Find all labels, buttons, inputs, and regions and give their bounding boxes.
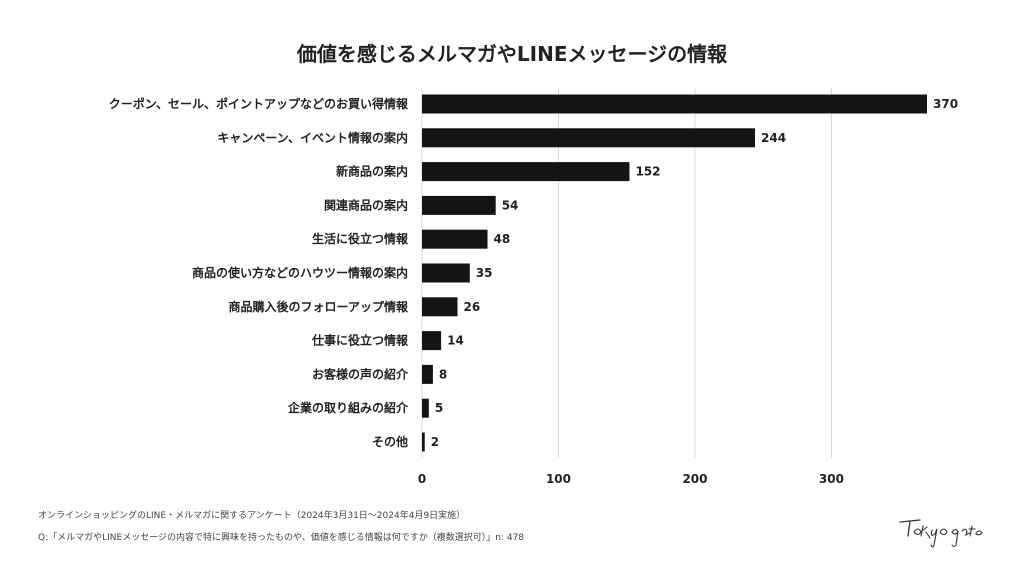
category-label: 生活に役立つ情報	[312, 231, 409, 246]
category-label: クーポン、セール、ポイントアップなどのお買い得情報	[109, 96, 409, 111]
data-label: 8	[439, 367, 447, 381]
category-label: 商品購入後のフォローアップ情報	[228, 299, 409, 314]
category-label: お客様の声の紹介	[312, 366, 409, 381]
data-label: 35	[476, 266, 493, 280]
chart-title: 価値を感じるメルマガやLINEメッセージの情報	[296, 42, 728, 66]
bar-layer	[422, 94, 927, 452]
data-label: 152	[635, 165, 660, 179]
data-label: 54	[502, 198, 519, 212]
data-label: 244	[761, 131, 786, 145]
bar	[422, 128, 756, 148]
bar-chart: 0 100 200 300370クーポン、セール、ポイントアップなどのお買い得情報24…	[109, 88, 958, 486]
bar	[422, 398, 429, 418]
category-label: 商品の使い方などのハウツー情報の案内	[192, 265, 408, 280]
data-label: 14	[447, 334, 464, 348]
bar	[422, 364, 433, 384]
data-label: 48	[494, 232, 511, 246]
data-label: 370	[933, 97, 958, 111]
x-tick-label: 300	[819, 472, 844, 486]
category-label: キャンペーン、イベント情報の案内	[217, 130, 408, 145]
category-label: 企業の取り組みの紹介	[287, 400, 409, 415]
data-label: 5	[435, 401, 443, 415]
bar	[422, 229, 488, 249]
category-label: 関連商品の案内	[324, 197, 408, 212]
category-label: その他	[372, 434, 408, 449]
x-tick-label: 100	[546, 472, 571, 486]
category-label: 仕事に役立つ情報	[311, 333, 409, 348]
bar	[422, 432, 425, 452]
bar	[422, 94, 927, 114]
brand-logo	[899, 519, 983, 548]
bar	[422, 162, 630, 182]
x-tick-label: 0	[418, 472, 426, 486]
x-tick-label: 200	[682, 472, 707, 486]
data-label: 26	[463, 300, 480, 314]
category-label: 新商品の案内	[336, 164, 408, 179]
bar	[422, 195, 496, 215]
bar	[422, 297, 458, 317]
survey-note: オンラインショッピングのLINE・メルマガに関するアンケート（2024年3月31…	[38, 511, 466, 521]
bar	[422, 331, 442, 351]
bar	[422, 263, 470, 283]
question-note: Q:「メルマガやLINEメッセージの内容で特に興味を持ったものや、価値を感じる情…	[38, 533, 525, 543]
grid-layer	[421, 88, 832, 458]
label-layer: 0 100 200 300370クーポン、セール、ポイントアップなどのお買い得情報24…	[109, 96, 958, 486]
data-label: 2	[431, 435, 439, 449]
